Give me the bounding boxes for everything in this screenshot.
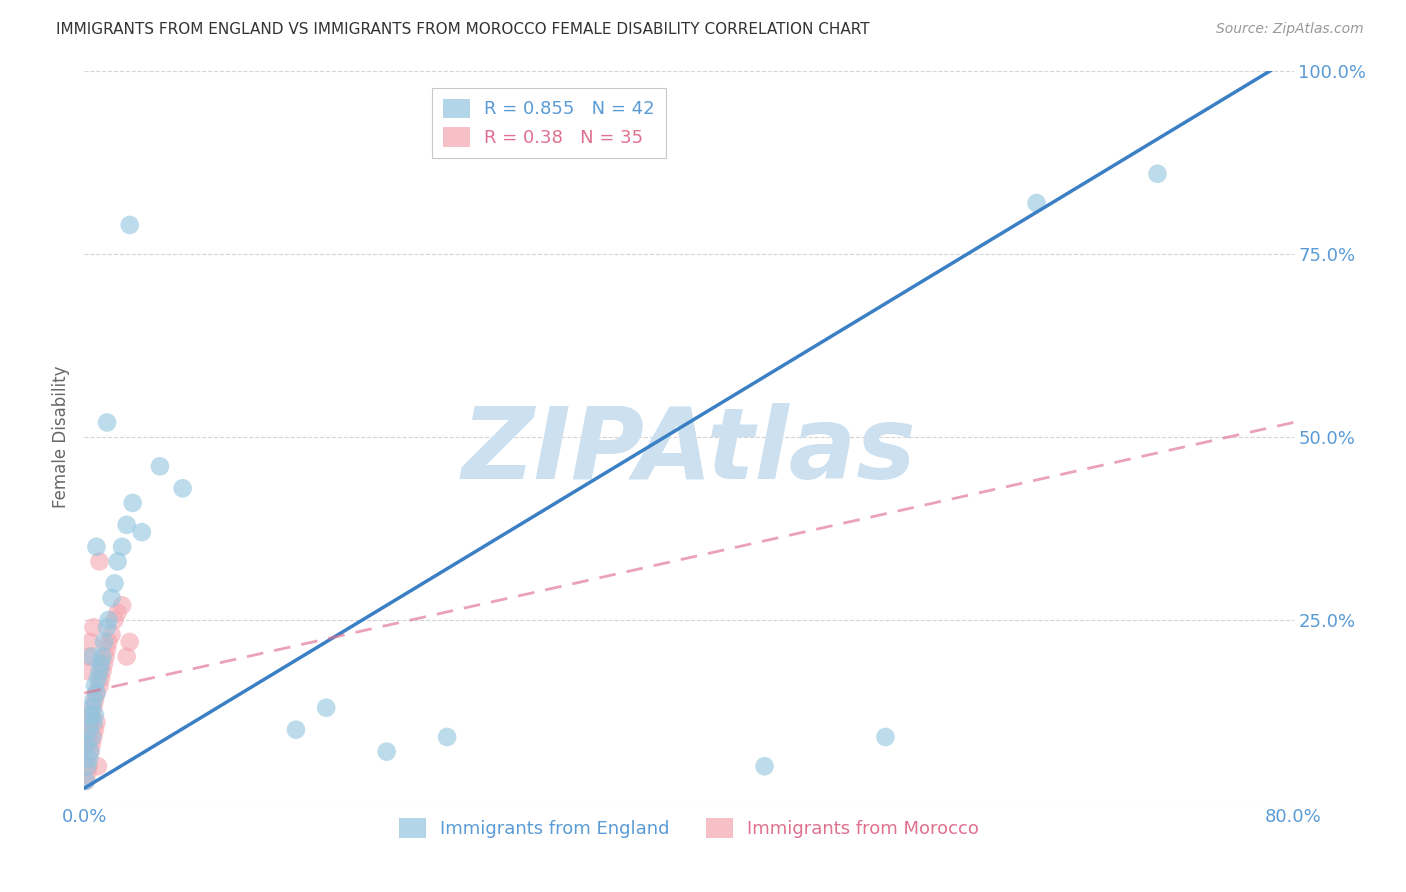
Point [77,752,100,766]
Point [76,664,98,678]
Point [84,723,107,737]
Point [172,481,194,495]
Point [90,672,112,686]
Point [82,730,104,744]
Point [121,496,143,510]
Point [77,759,100,773]
Point [75,752,97,766]
Point [875,730,897,744]
Point [82,715,104,730]
Point [86,686,108,700]
Point [86,686,108,700]
Point [76,737,98,751]
Point [82,700,104,714]
Point [79,635,101,649]
Point [94,649,117,664]
Point [436,730,458,744]
Point [79,715,101,730]
Point [285,723,308,737]
Point [77,649,100,664]
Point [1025,196,1047,211]
Point [89,679,111,693]
Point [375,745,398,759]
Point [1146,167,1168,181]
Point [87,672,110,686]
Point [97,613,120,627]
Point [82,693,104,707]
Point [97,635,120,649]
Point [115,649,138,664]
Point [91,649,114,664]
Point [80,708,103,723]
Point [118,218,141,232]
Point [80,700,103,714]
Point [79,745,101,759]
Point [84,679,107,693]
Point [96,416,118,430]
Point [87,759,110,773]
Point [107,554,129,568]
Point [315,700,337,714]
Point [104,613,127,627]
Point [82,620,104,634]
Point [149,459,172,474]
Point [754,759,776,773]
Point [76,759,98,773]
Point [91,664,114,678]
Y-axis label: Female Disability: Female Disability [52,366,70,508]
Point [115,517,138,532]
Point [118,635,141,649]
Point [93,635,115,649]
Point [76,737,98,751]
Point [80,730,103,744]
Point [104,576,127,591]
Point [79,708,101,723]
Point [80,649,103,664]
Point [131,525,153,540]
Point [75,773,97,788]
Point [84,693,107,707]
Point [89,554,111,568]
Point [93,657,115,671]
Point [96,642,118,657]
Point [84,708,107,723]
Point [77,723,100,737]
Point [77,723,100,737]
Point [100,591,122,605]
Text: Source: ZipAtlas.com: Source: ZipAtlas.com [1216,22,1364,37]
Text: ZIPAtlas: ZIPAtlas [461,403,917,500]
Text: IMMIGRANTS FROM ENGLAND VS IMMIGRANTS FROM MOROCCO FEMALE DISABILITY CORRELATION: IMMIGRANTS FROM ENGLAND VS IMMIGRANTS FR… [56,22,870,37]
Point [111,540,134,554]
Point [100,627,122,641]
Point [107,606,129,620]
Point [76,766,98,780]
Point [86,540,108,554]
Point [89,664,111,678]
Point [80,737,103,751]
Legend: Immigrants from England, Immigrants from Morocco: Immigrants from England, Immigrants from… [391,811,987,845]
Point [90,657,112,671]
Point [111,599,134,613]
Point [96,620,118,634]
Point [75,773,97,788]
Point [86,715,108,730]
Point [79,745,101,759]
